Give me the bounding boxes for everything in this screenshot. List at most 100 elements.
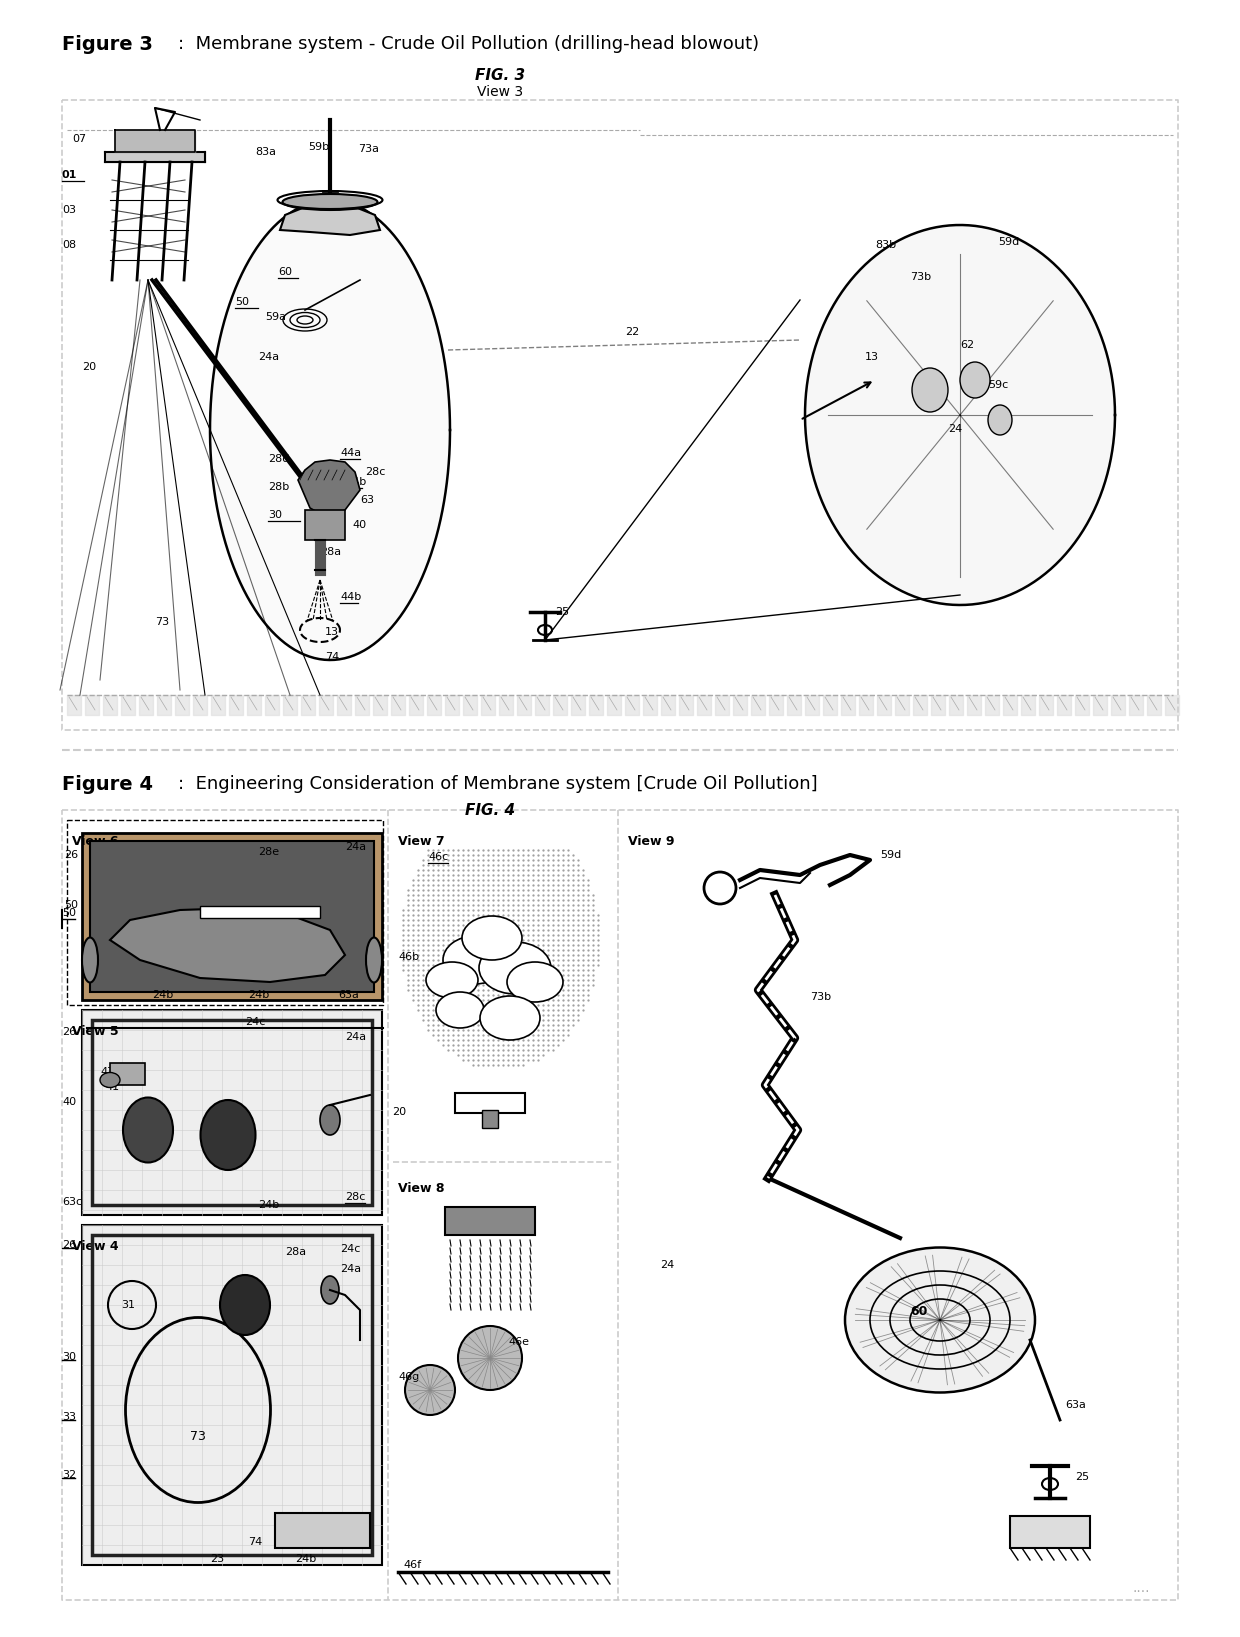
Text: 73: 73 bbox=[190, 1431, 206, 1442]
Bar bbox=[445, 1206, 534, 1234]
Ellipse shape bbox=[844, 1247, 1035, 1393]
Text: ....: .... bbox=[1132, 1581, 1149, 1594]
Circle shape bbox=[704, 873, 737, 904]
Text: 24b: 24b bbox=[258, 1200, 279, 1210]
Ellipse shape bbox=[82, 938, 98, 982]
Text: 83a: 83a bbox=[255, 147, 277, 157]
Text: 46f: 46f bbox=[403, 1560, 422, 1570]
Text: View 8: View 8 bbox=[398, 1182, 444, 1195]
Bar bbox=[82, 1010, 382, 1215]
Text: View 6: View 6 bbox=[72, 835, 119, 848]
Text: 73b: 73b bbox=[810, 992, 831, 1002]
Text: 74: 74 bbox=[248, 1537, 262, 1547]
Text: 73: 73 bbox=[155, 617, 169, 627]
Ellipse shape bbox=[443, 936, 507, 984]
Circle shape bbox=[405, 1365, 455, 1414]
Text: 23: 23 bbox=[210, 1554, 224, 1563]
Text: 30: 30 bbox=[268, 511, 281, 521]
Ellipse shape bbox=[436, 992, 484, 1028]
Text: 62: 62 bbox=[960, 340, 975, 350]
Polygon shape bbox=[280, 203, 379, 236]
Circle shape bbox=[458, 1326, 522, 1390]
Text: 01: 01 bbox=[62, 170, 77, 180]
Text: 30: 30 bbox=[62, 1352, 76, 1362]
Bar bbox=[305, 511, 345, 540]
Text: 63: 63 bbox=[360, 494, 374, 504]
Text: View 4: View 4 bbox=[72, 1239, 119, 1252]
Text: 24c: 24c bbox=[246, 1017, 265, 1026]
Text: 44a: 44a bbox=[340, 449, 361, 458]
Ellipse shape bbox=[283, 195, 377, 210]
Text: 47: 47 bbox=[100, 1067, 114, 1077]
Text: 24a: 24a bbox=[258, 352, 279, 362]
Text: 31: 31 bbox=[122, 1300, 135, 1310]
Text: 22: 22 bbox=[625, 327, 640, 337]
Ellipse shape bbox=[219, 1275, 270, 1336]
Bar bbox=[92, 1020, 372, 1205]
Bar bbox=[1011, 1516, 1090, 1549]
Text: FIG. 3: FIG. 3 bbox=[475, 69, 525, 83]
Text: 44b: 44b bbox=[340, 593, 361, 602]
Bar bbox=[275, 1513, 370, 1549]
Text: 28a: 28a bbox=[285, 1247, 306, 1257]
Text: 33: 33 bbox=[62, 1413, 76, 1423]
Text: 28b: 28b bbox=[236, 1300, 255, 1310]
Bar bbox=[91, 841, 374, 992]
Text: 50: 50 bbox=[64, 900, 78, 910]
Text: 24: 24 bbox=[949, 424, 962, 434]
Text: 26: 26 bbox=[64, 850, 78, 859]
Text: 73a: 73a bbox=[358, 144, 379, 154]
Text: 59d: 59d bbox=[880, 850, 901, 859]
Bar bbox=[455, 1094, 525, 1113]
Text: 20: 20 bbox=[392, 1107, 407, 1116]
Text: 24c: 24c bbox=[340, 1244, 361, 1254]
Text: 46c: 46c bbox=[428, 851, 448, 863]
Polygon shape bbox=[805, 224, 1115, 606]
Text: 60: 60 bbox=[278, 267, 291, 277]
Text: 24b: 24b bbox=[295, 1554, 316, 1563]
Text: 24a: 24a bbox=[345, 1031, 366, 1043]
Text: 08: 08 bbox=[62, 241, 76, 250]
Text: 03: 03 bbox=[62, 205, 76, 214]
Text: 20: 20 bbox=[82, 362, 97, 372]
Text: 46e: 46e bbox=[508, 1337, 529, 1347]
Text: 83b: 83b bbox=[875, 241, 897, 250]
Polygon shape bbox=[298, 460, 360, 517]
Text: 59c: 59c bbox=[988, 380, 1008, 390]
Text: 73b: 73b bbox=[910, 272, 931, 282]
Text: 46d: 46d bbox=[470, 1224, 491, 1234]
Text: 28a: 28a bbox=[320, 547, 341, 557]
Text: 59d: 59d bbox=[998, 237, 1019, 247]
Text: :  Membrane system - Crude Oil Pollution (drilling-head blowout): : Membrane system - Crude Oil Pollution … bbox=[179, 34, 759, 52]
Text: View 7: View 7 bbox=[398, 835, 445, 848]
Bar bbox=[200, 905, 320, 918]
Text: 73: 73 bbox=[141, 1125, 155, 1134]
Text: 46b: 46b bbox=[398, 953, 419, 963]
Text: 24b: 24b bbox=[248, 990, 269, 1000]
Text: View 5: View 5 bbox=[72, 1025, 119, 1038]
Ellipse shape bbox=[463, 917, 522, 959]
Text: 28c: 28c bbox=[365, 467, 386, 476]
Text: 28e: 28e bbox=[258, 846, 279, 858]
Text: 40: 40 bbox=[62, 1097, 76, 1107]
Bar bbox=[482, 1110, 498, 1128]
Text: 28c: 28c bbox=[345, 1192, 366, 1202]
Text: 63a: 63a bbox=[1065, 1400, 1086, 1409]
Ellipse shape bbox=[201, 1100, 255, 1170]
Text: :  Engineering Consideration of Membrane system [Crude Oil Pollution]: : Engineering Consideration of Membrane … bbox=[179, 774, 817, 792]
Ellipse shape bbox=[479, 941, 551, 994]
Text: 63c: 63c bbox=[62, 1197, 82, 1206]
Text: 41: 41 bbox=[105, 1082, 119, 1092]
Ellipse shape bbox=[366, 938, 382, 982]
Text: 32: 32 bbox=[62, 1470, 76, 1480]
Polygon shape bbox=[210, 200, 450, 660]
Text: 40: 40 bbox=[352, 521, 366, 530]
Ellipse shape bbox=[123, 1097, 174, 1162]
Text: 50: 50 bbox=[62, 909, 76, 918]
Text: 24b: 24b bbox=[153, 990, 174, 1000]
Text: 28d: 28d bbox=[268, 453, 289, 463]
Text: 50: 50 bbox=[236, 296, 249, 308]
Text: Figure 4: Figure 4 bbox=[62, 774, 153, 794]
Text: 25: 25 bbox=[556, 607, 569, 617]
Text: 46a: 46a bbox=[465, 1100, 486, 1110]
